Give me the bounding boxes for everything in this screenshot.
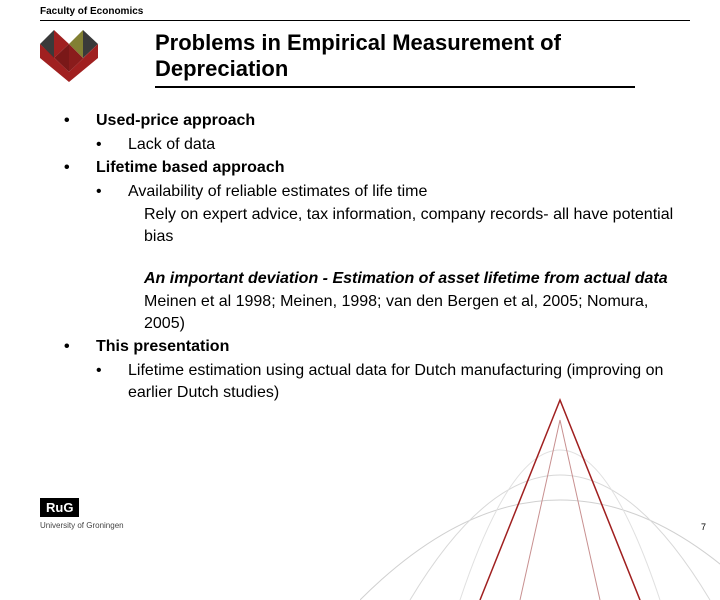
bullet-level-3: Rely on expert advice, tax information, … [144,204,680,247]
bullet-emphasis: An important deviation - Estimation of a… [144,268,680,290]
university-logo: RuG University of Groningen [40,498,160,530]
slide-title: Problems in Empirical Measurement of Dep… [155,30,690,83]
bullet-level-1: •Used-price approach [96,110,680,132]
faculty-logo-icon [40,30,98,82]
faculty-header: Faculty of Economics [40,6,143,17]
bullet-level-1: •Lifetime based approach [96,157,680,179]
header-divider [40,20,690,21]
content-area: •Used-price approach •Lack of data •Life… [80,110,680,405]
bullet-level-2: •Lifetime estimation using actual data f… [128,360,680,403]
bullet-level-2: •Availability of reliable estimates of l… [128,181,680,203]
bullet-level-2: •Lack of data [128,134,680,156]
page-number: 7 [701,522,706,532]
bullet-reference: Meinen et al 1998; Meinen, 1998; van den… [144,291,680,334]
rug-badge: RuG [40,498,79,517]
bullet-level-1: •This presentation [96,336,680,358]
title-underline [155,86,635,88]
university-name: University of Groningen [40,521,160,530]
